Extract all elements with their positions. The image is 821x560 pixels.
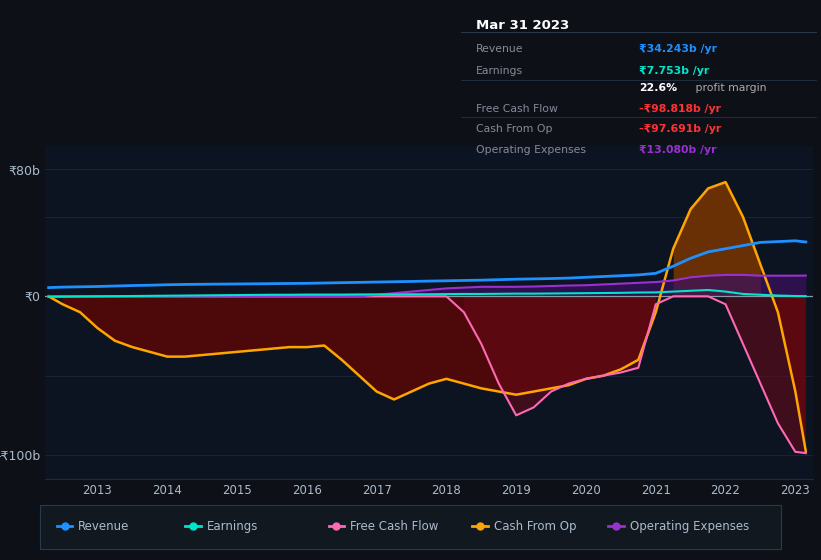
Text: Mar 31 2023: Mar 31 2023 bbox=[475, 19, 569, 32]
Text: ₹34.243b /yr: ₹34.243b /yr bbox=[639, 44, 717, 54]
Text: ₹7.753b /yr: ₹7.753b /yr bbox=[639, 67, 709, 77]
Text: Operating Expenses: Operating Expenses bbox=[630, 520, 749, 533]
Text: Revenue: Revenue bbox=[475, 44, 523, 54]
Text: -₹98.818b /yr: -₹98.818b /yr bbox=[639, 104, 721, 114]
Text: Operating Expenses: Operating Expenses bbox=[475, 145, 585, 155]
Text: Cash From Op: Cash From Op bbox=[475, 124, 552, 134]
Text: Revenue: Revenue bbox=[78, 520, 130, 533]
Text: Free Cash Flow: Free Cash Flow bbox=[350, 520, 438, 533]
Text: Free Cash Flow: Free Cash Flow bbox=[475, 104, 557, 114]
Text: profit margin: profit margin bbox=[692, 83, 767, 93]
FancyBboxPatch shape bbox=[40, 505, 781, 549]
Text: 22.6%: 22.6% bbox=[639, 83, 677, 93]
Text: Earnings: Earnings bbox=[207, 520, 258, 533]
Text: Cash From Op: Cash From Op bbox=[493, 520, 576, 533]
Text: -₹97.691b /yr: -₹97.691b /yr bbox=[639, 124, 721, 134]
Text: ₹13.080b /yr: ₹13.080b /yr bbox=[639, 145, 716, 155]
Text: Earnings: Earnings bbox=[475, 67, 523, 77]
